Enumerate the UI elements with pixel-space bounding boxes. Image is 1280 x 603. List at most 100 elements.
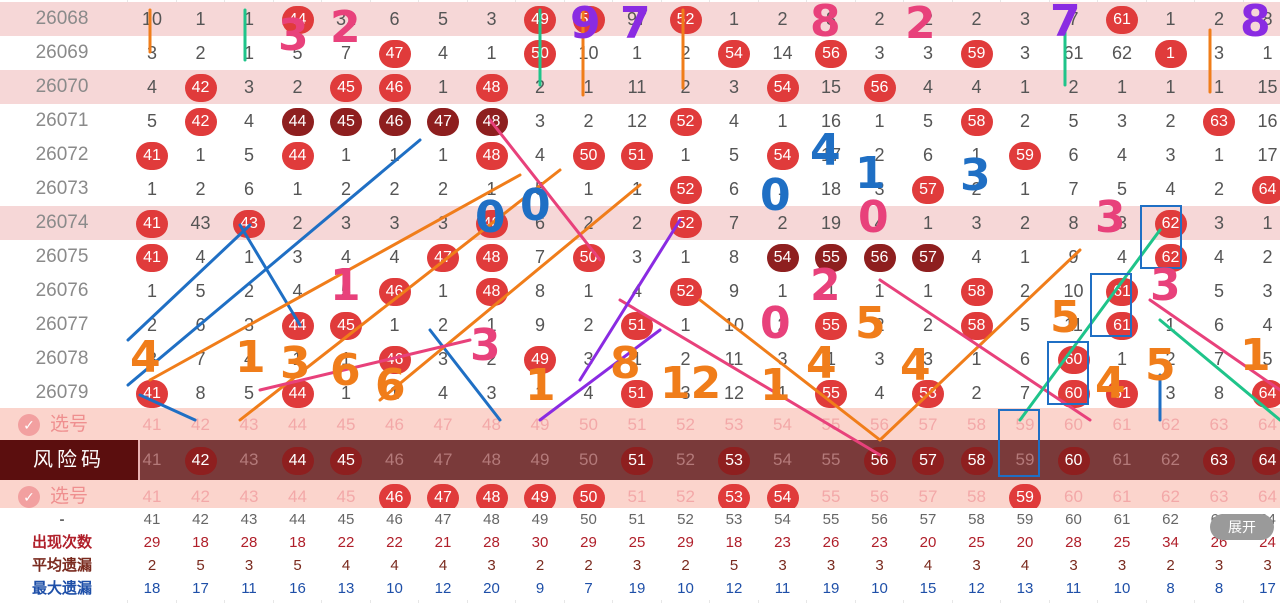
miss-count-cell[interactable]: 9 bbox=[1068, 247, 1079, 267]
miss-count-cell[interactable]: 1 bbox=[631, 43, 642, 63]
miss-count-cell[interactable]: 57 bbox=[904, 172, 952, 206]
miss-count-cell[interactable]: 1 bbox=[583, 281, 594, 301]
miss-count-cell[interactable]: 3 bbox=[146, 349, 157, 369]
miss-count-cell[interactable]: 48 bbox=[468, 138, 516, 172]
miss-count-cell[interactable]: 51 bbox=[613, 308, 661, 342]
miss-count-cell[interactable]: 1 bbox=[389, 383, 400, 403]
miss-count-cell[interactable]: 3 bbox=[340, 213, 351, 233]
miss-count-cell[interactable]: 48 bbox=[468, 206, 516, 240]
pick-number-cell[interactable]: 42 bbox=[191, 487, 210, 506]
miss-count-cell[interactable]: 1 bbox=[389, 145, 400, 165]
miss-count-cell[interactable]: 2 bbox=[1068, 77, 1079, 97]
miss-count-cell[interactable]: 3 bbox=[1165, 383, 1176, 403]
risk-number-cell[interactable]: 63 bbox=[1195, 440, 1243, 480]
miss-count-cell[interactable]: 56 bbox=[856, 240, 904, 274]
miss-count-cell[interactable]: 1 bbox=[631, 349, 642, 369]
miss-count-cell[interactable]: 2 bbox=[971, 383, 982, 403]
pick-number-cell[interactable]: 41 bbox=[142, 415, 162, 434]
pick-number-cell[interactable]: 58 bbox=[967, 487, 986, 506]
pick-number-cell[interactable]: 50 bbox=[565, 480, 613, 514]
miss-count-cell[interactable]: 61 bbox=[1098, 308, 1146, 342]
miss-count-cell[interactable]: 8 bbox=[825, 9, 836, 29]
miss-count-cell[interactable]: 6 bbox=[1019, 349, 1030, 369]
pick-number-cell[interactable]: 63 bbox=[1209, 487, 1229, 506]
pick-number-cell[interactable]: 60 bbox=[1064, 415, 1083, 434]
miss-count-cell[interactable]: 1 bbox=[1213, 145, 1224, 165]
risk-number-cell[interactable]: 51 bbox=[613, 440, 661, 480]
pick-label[interactable]: ✓ 选号 bbox=[0, 480, 124, 514]
pick-number-cell[interactable]: 59 bbox=[1015, 415, 1035, 434]
miss-count-cell[interactable]: 2 bbox=[1019, 281, 1030, 301]
miss-count-cell[interactable]: 55 bbox=[807, 308, 855, 342]
miss-count-cell[interactable]: 50 bbox=[565, 2, 613, 36]
miss-count-cell[interactable]: 61 bbox=[1098, 376, 1146, 410]
miss-count-cell[interactable]: 6 bbox=[728, 179, 739, 199]
miss-count-cell[interactable]: 3 bbox=[1019, 43, 1030, 63]
miss-count-cell[interactable]: 2 bbox=[680, 349, 691, 369]
miss-count-cell[interactable]: 1 bbox=[1165, 77, 1176, 97]
pick-number-cell[interactable]: 43 bbox=[239, 415, 259, 434]
miss-count-cell[interactable]: 4 bbox=[146, 77, 157, 97]
miss-count-cell[interactable]: 59 bbox=[953, 36, 1001, 70]
check-circle-icon[interactable]: ✓ bbox=[18, 413, 40, 436]
miss-count-cell[interactable]: 1 bbox=[777, 281, 788, 301]
miss-count-cell[interactable]: 1 bbox=[825, 281, 836, 301]
miss-count-cell[interactable]: 44 bbox=[274, 2, 322, 36]
miss-count-cell[interactable]: 7 bbox=[195, 349, 206, 369]
miss-count-cell[interactable]: 2 bbox=[1213, 179, 1224, 199]
miss-count-cell[interactable]: 1 bbox=[292, 179, 303, 199]
miss-count-cell[interactable]: 7 bbox=[1213, 349, 1224, 369]
miss-count-cell[interactable]: 1 bbox=[243, 43, 254, 63]
miss-count-cell[interactable]: 1 bbox=[437, 77, 448, 97]
miss-count-cell[interactable]: 2 bbox=[1165, 111, 1176, 131]
miss-count-cell[interactable]: 10 bbox=[578, 43, 599, 63]
miss-count-cell[interactable]: 41 bbox=[128, 376, 176, 410]
miss-count-cell[interactable]: 62 bbox=[1147, 206, 1195, 240]
pick-number-cell[interactable]: 64 bbox=[1258, 415, 1277, 434]
pick-number-cell[interactable]: 51 bbox=[627, 487, 647, 506]
pick-number-cell[interactable]: 59 bbox=[1001, 480, 1049, 514]
miss-count-cell[interactable]: 48 bbox=[468, 70, 516, 104]
miss-count-cell[interactable]: 46 bbox=[371, 274, 419, 308]
miss-count-cell[interactable]: 2 bbox=[389, 179, 400, 199]
miss-count-cell[interactable]: 45 bbox=[322, 104, 370, 138]
miss-count-cell[interactable]: 3 bbox=[1116, 213, 1127, 233]
miss-count-cell[interactable]: 47 bbox=[419, 104, 467, 138]
pick-number-cell[interactable]: 43 bbox=[239, 487, 259, 506]
miss-count-cell[interactable]: 15 bbox=[820, 77, 842, 97]
miss-count-cell[interactable]: 1 bbox=[680, 247, 691, 267]
miss-count-cell[interactable]: 17 bbox=[1257, 145, 1278, 165]
miss-count-cell[interactable]: 1 bbox=[534, 383, 545, 403]
risk-number-cell[interactable]: 57 bbox=[904, 440, 952, 480]
miss-count-cell[interactable]: 4 bbox=[1213, 247, 1224, 267]
pick-number-cell[interactable]: 58 bbox=[967, 415, 986, 434]
miss-count-cell[interactable]: 3 bbox=[437, 349, 448, 369]
miss-count-cell[interactable]: 2 bbox=[1262, 247, 1273, 267]
risk-number-cell[interactable]: 55 bbox=[821, 450, 841, 469]
miss-count-cell[interactable]: 2 bbox=[534, 77, 545, 97]
miss-count-cell[interactable]: 1 bbox=[1019, 247, 1030, 267]
pick-number-cell[interactable]: 54 bbox=[773, 415, 792, 434]
miss-count-cell[interactable]: 7 bbox=[1068, 179, 1079, 199]
miss-count-cell[interactable]: 1 bbox=[680, 315, 691, 335]
miss-count-cell[interactable]: 55 bbox=[807, 376, 855, 410]
miss-count-cell[interactable]: 1 bbox=[825, 349, 836, 369]
miss-count-cell[interactable]: 3 bbox=[583, 349, 594, 369]
miss-count-cell[interactable]: 52 bbox=[662, 172, 710, 206]
miss-count-cell[interactable]: 61 bbox=[1063, 43, 1084, 63]
miss-count-cell[interactable]: 64 bbox=[1244, 172, 1280, 206]
miss-count-cell[interactable]: 1 bbox=[583, 77, 594, 97]
miss-count-cell[interactable]: 4 bbox=[243, 349, 254, 369]
pick-number-cell[interactable]: 53 bbox=[710, 480, 758, 514]
risk-number-cell[interactable]: 53 bbox=[710, 440, 758, 480]
miss-count-cell[interactable]: 2 bbox=[777, 9, 788, 29]
miss-count-cell[interactable]: 58 bbox=[953, 274, 1001, 308]
pick-number-cell[interactable]: 50 bbox=[579, 415, 598, 434]
miss-count-cell[interactable]: 1 bbox=[777, 111, 788, 131]
miss-count-cell[interactable]: 5 bbox=[1068, 111, 1079, 131]
miss-count-cell[interactable]: 41 bbox=[128, 138, 176, 172]
miss-count-cell[interactable]: 1 bbox=[1019, 77, 1030, 97]
miss-count-cell[interactable]: 10 bbox=[723, 315, 745, 335]
miss-count-cell[interactable]: 2 bbox=[195, 43, 206, 63]
miss-count-cell[interactable]: 11 bbox=[724, 349, 744, 369]
